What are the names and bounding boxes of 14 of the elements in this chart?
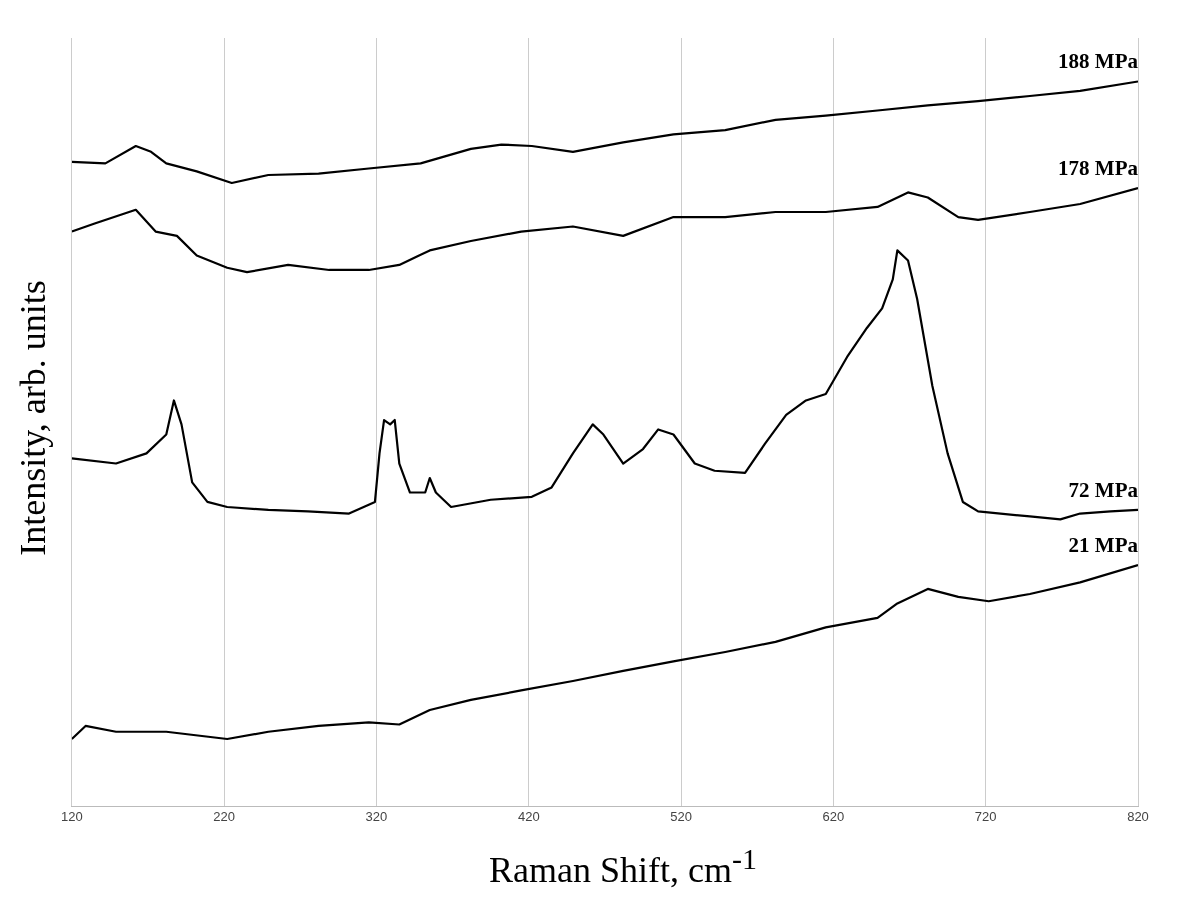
series-label: 178 MPa — [1058, 155, 1139, 180]
x-axis-title: Raman Shift, cm$^{-1}$ — [488, 842, 758, 891]
x-tick-label: 420 — [517, 808, 540, 824]
x-tick-label: 620 — [822, 808, 845, 824]
x-tick-label: 720 — [974, 808, 997, 824]
series-label: 72 MPa — [1068, 477, 1139, 502]
x-tick-label: 520 — [670, 808, 692, 824]
series-label: 188 MPa — [1058, 49, 1139, 74]
series-label: 21 MPa — [1068, 532, 1139, 557]
x-tick-label: 820 — [1127, 808, 1149, 824]
x-tick-label: 320 — [365, 808, 388, 824]
x-tick-label: 120 — [60, 808, 83, 824]
y-axis-title: Intensity, arb. units — [12, 280, 54, 556]
x-tick-label: 220 — [213, 808, 235, 824]
